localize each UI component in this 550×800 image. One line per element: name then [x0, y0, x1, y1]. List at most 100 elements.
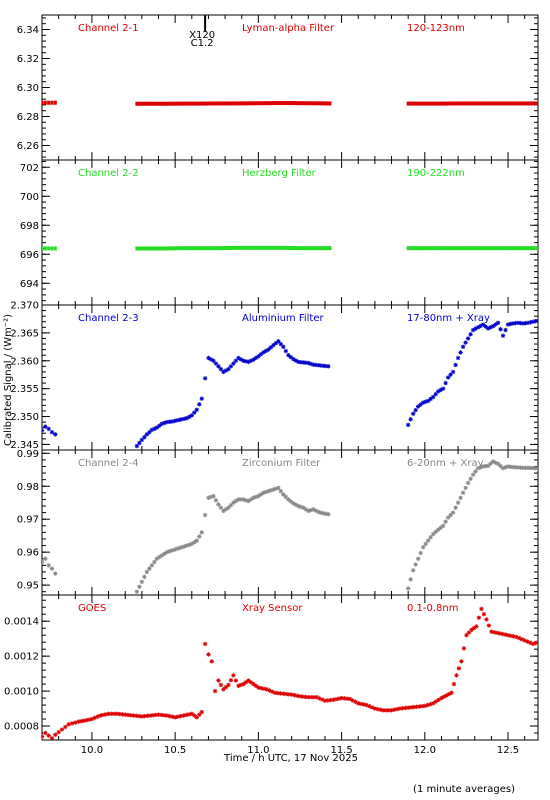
data-point: [533, 318, 538, 324]
data-point: [199, 396, 204, 401]
data-point: [303, 360, 309, 365]
data-point: [159, 421, 165, 426]
data-point: [448, 372, 453, 377]
data-point: [535, 465, 538, 471]
data-point: [248, 245, 252, 250]
data-point: [220, 246, 224, 251]
data-point: [78, 719, 84, 724]
y-tick-label: 2.360: [10, 356, 39, 367]
data-point: [201, 101, 205, 106]
data-point: [241, 681, 246, 687]
data-point: [304, 246, 308, 251]
data-point: [189, 711, 194, 716]
data-point: [258, 492, 264, 497]
data-point: [301, 360, 306, 365]
data-point: [297, 694, 303, 699]
data-point: [414, 101, 418, 106]
data-point: [184, 712, 189, 718]
data-point: [491, 630, 497, 635]
data-point: [485, 326, 491, 331]
data-point: [289, 692, 294, 697]
data-point: [206, 101, 210, 106]
data-point: [344, 696, 350, 701]
panel-frame: [41, 14, 539, 161]
data-point: [174, 546, 180, 552]
data-point: [261, 686, 267, 691]
x-tick-label: 11.0: [247, 745, 269, 756]
data-point: [231, 500, 236, 505]
data-point: [498, 463, 503, 469]
data-point: [331, 697, 336, 703]
data-point: [161, 713, 167, 718]
data-point: [143, 101, 147, 106]
data-point: [164, 713, 170, 718]
data-point: [138, 246, 142, 251]
data-point: [490, 459, 496, 464]
data-point: [313, 362, 318, 368]
data-point: [525, 465, 531, 470]
panel-frame: [41, 304, 539, 451]
data-point: [525, 246, 529, 251]
data-point: [226, 682, 231, 688]
data-point: [223, 368, 229, 373]
data-point: [89, 716, 95, 722]
data-point: [464, 101, 468, 106]
data-point: [375, 706, 380, 712]
data-point: [413, 562, 418, 567]
data-point: [251, 101, 255, 106]
data-point: [234, 245, 238, 250]
data-point: [405, 705, 411, 710]
data-point: [190, 246, 194, 251]
data-point: [443, 380, 448, 386]
data-point: [223, 246, 227, 251]
data-point: [408, 417, 413, 422]
data-point: [364, 702, 369, 708]
data-point: [272, 690, 278, 696]
data-point: [241, 358, 246, 363]
data-point: [114, 711, 120, 716]
data-point: [483, 324, 488, 329]
x-tick-label: 10.5: [164, 745, 186, 756]
data-point: [42, 734, 45, 739]
data-point: [287, 101, 291, 106]
data-point: [326, 512, 331, 517]
data-point: [56, 729, 61, 735]
data-point: [430, 531, 436, 537]
data-point: [187, 101, 191, 106]
data-point: [256, 354, 261, 359]
data-point: [481, 612, 487, 617]
data-point: [81, 718, 86, 723]
x-tick-label: 12.0: [414, 745, 436, 756]
data-point: [453, 246, 457, 251]
data-point: [316, 363, 321, 368]
data-point: [358, 701, 364, 707]
data-point: [168, 246, 172, 251]
data-point: [164, 549, 170, 555]
data-point: [503, 327, 508, 333]
data-point: [243, 498, 249, 503]
data-point: [436, 697, 441, 703]
data-point: [467, 101, 471, 106]
data-point: [273, 341, 279, 346]
data-point: [228, 677, 234, 683]
data-point: [218, 101, 222, 106]
data-point: [266, 488, 271, 494]
data-point: [142, 713, 147, 719]
data-point: [233, 498, 239, 504]
data-point: [238, 682, 244, 688]
data-point: [410, 568, 416, 573]
data-point: [288, 499, 294, 504]
data-point: [181, 101, 185, 106]
data-point: [454, 673, 459, 678]
data-point: [536, 101, 538, 106]
data-point: [494, 630, 500, 636]
data-point: [300, 694, 305, 699]
data-point: [43, 730, 48, 736]
data-point: [528, 465, 533, 471]
y-tick-label: 696: [20, 250, 39, 261]
data-point: [484, 617, 489, 622]
data-point: [481, 101, 485, 106]
data-point: [220, 101, 224, 106]
data-point: [197, 402, 202, 407]
data-point: [318, 363, 323, 368]
